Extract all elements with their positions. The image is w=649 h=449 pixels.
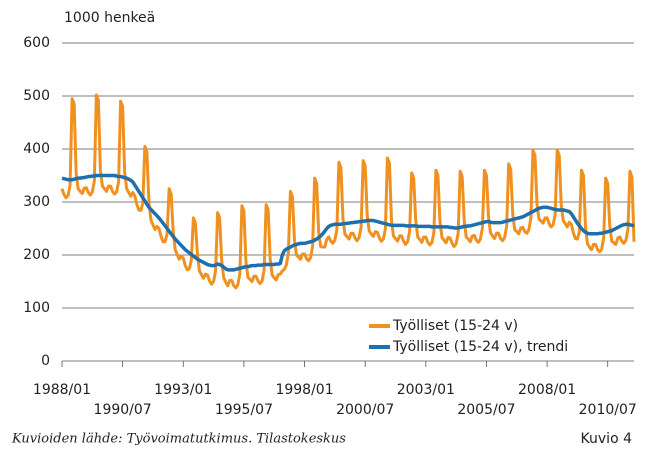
x-tick-label: 2010/07: [579, 402, 637, 418]
x-tick-label: 2003/01: [397, 382, 455, 398]
x-tick-label: 2008/01: [518, 382, 576, 398]
x-tick-label: 1988/01: [33, 382, 91, 398]
y-tick-label: 600: [23, 35, 50, 51]
x-tick-label: 2005/07: [457, 402, 515, 418]
x-tick-label: 1995/07: [215, 402, 273, 418]
series-line: [60, 93, 636, 290]
x-tick-label: 1998/01: [275, 382, 333, 398]
y-tick-label: 200: [23, 247, 50, 263]
legend-label: Työlliset (15-24 v): [392, 318, 518, 334]
y-tick-label: 0: [41, 353, 50, 369]
x-tick-label: 2000/07: [336, 402, 394, 418]
legend-label: Työlliset (15-24 v), trendi: [392, 339, 568, 355]
y-tick-label: 300: [23, 194, 50, 210]
source: Kuvioiden lähde: Työvoimatutkimus. Tilas…: [11, 432, 346, 447]
y-axis-label: 1000 henkeä: [64, 10, 155, 26]
figure-label: Kuvio 4: [581, 431, 633, 447]
y-tick-label: 100: [23, 300, 50, 316]
y-tick-label: 400: [23, 141, 50, 157]
y-tick-label: 500: [23, 88, 50, 104]
x-tick-label: 1990/07: [94, 402, 152, 418]
series-line: [61, 173, 635, 272]
x-tick-label: 1993/01: [154, 382, 212, 398]
